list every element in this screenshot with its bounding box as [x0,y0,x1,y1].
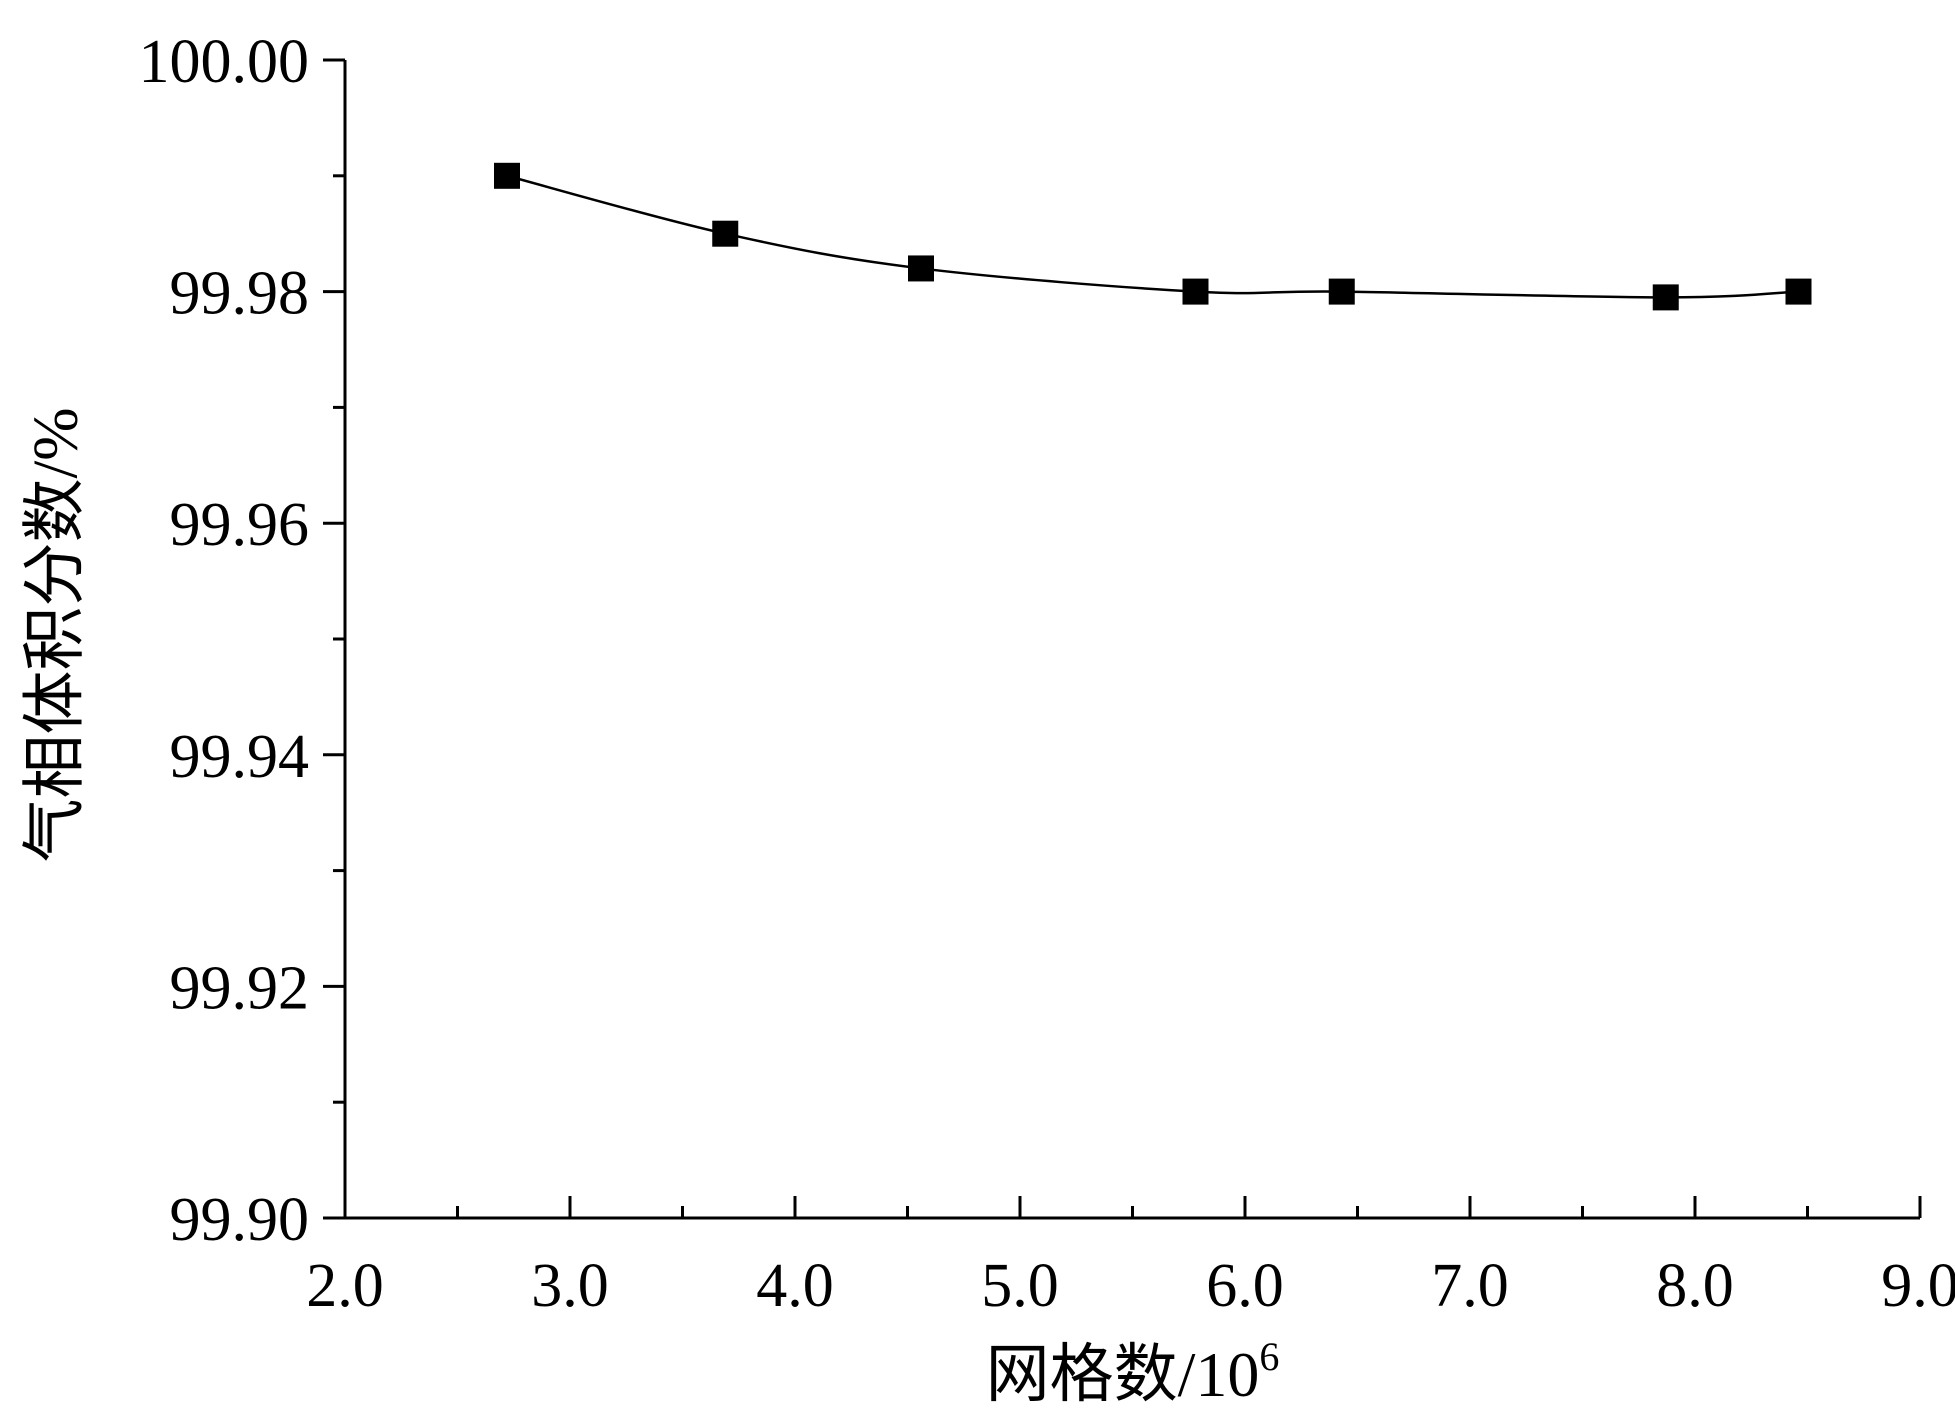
data-point-marker [1652,284,1679,311]
data-point-marker [1328,278,1355,305]
data-point-marker [712,220,739,247]
x-tick-label: 5.0 [981,1252,1059,1320]
x-axis-title: 网格数/106 [986,1334,1280,1410]
x-axis-title-superscript: 6 [1259,1334,1279,1379]
x-tick-label: 7.0 [1431,1252,1509,1320]
series-line [506,174,1799,299]
x-ticks: 2.0 3.0 4.0 5.0 6.0 7.0 8.0 9.0 [306,1196,1955,1320]
y-ticks: 99.90 99.92 99.94 99.96 99.98 100.00 [139,28,345,1254]
y-tick-label: 99.96 [170,491,310,559]
x-tick-label: 3.0 [531,1252,609,1320]
x-tick-label: 6.0 [1206,1252,1284,1320]
x-tick-label: 4.0 [756,1252,834,1320]
data-point-marker [1785,278,1812,305]
x-tick-label: 9.0 [1881,1252,1955,1320]
x-tick-label: 2.0 [306,1252,384,1320]
y-tick-label: 99.90 [170,1186,310,1254]
x-tick-label: 8.0 [1656,1252,1734,1320]
y-tick-label: 99.92 [170,954,310,1022]
y-tick-label: 99.98 [170,260,310,328]
y-axis-title: 气相体积分数/% [20,407,91,862]
x-axis-title-text: 网格数/10 [986,1339,1260,1410]
y-tick-label: 100.00 [139,28,310,96]
data-point-marker [908,255,934,282]
axes: 2.0 3.0 4.0 5.0 6.0 7.0 8.0 9.0 99.90 99.92 99.94… [139,28,1955,1320]
y-tick-label: 99.94 [170,723,310,791]
data-point-marker [494,162,520,189]
plot-area [494,162,1812,311]
data-point-marker [1182,278,1209,305]
